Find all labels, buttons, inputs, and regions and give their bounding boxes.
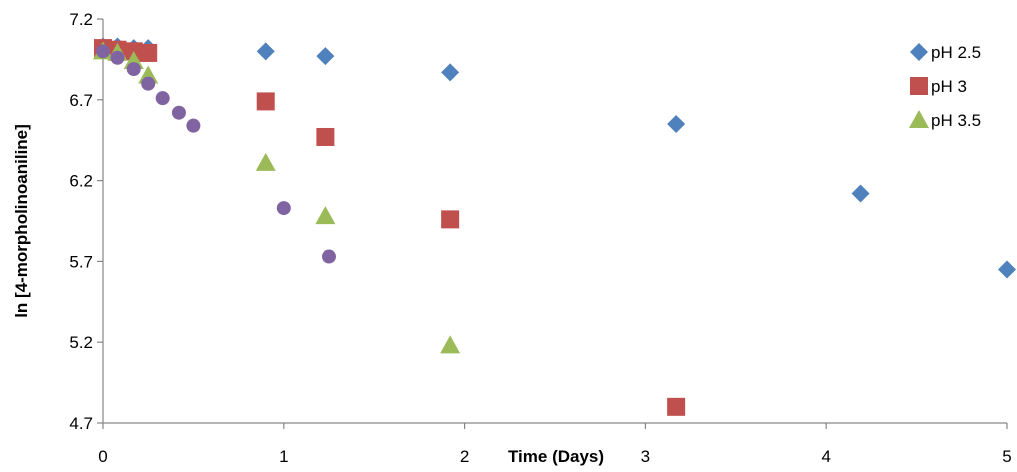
data-point-circle [155, 91, 170, 106]
y-tick-label: 5.7 [69, 252, 93, 271]
data-point-triangle [440, 335, 461, 354]
series-2 [94, 39, 686, 416]
data-point-square [256, 92, 275, 111]
legend-item: pH 2.5 [910, 43, 981, 62]
legend-label: pH 2.5 [931, 43, 981, 62]
y-tick-label: 4.7 [69, 414, 93, 433]
x-tick-label: 5 [1002, 447, 1011, 466]
y-tick-label: 5.2 [69, 333, 93, 352]
data-point-square [139, 43, 158, 62]
data-point-circle [276, 201, 291, 216]
data-point-circle [141, 76, 156, 91]
data-point-square [316, 127, 335, 146]
legend-square-icon [910, 77, 928, 95]
series-4 [96, 44, 336, 264]
y-axis-title: ln [4-morpholinoaniline] [12, 124, 31, 318]
axes [102, 19, 1007, 424]
legend: pH 2.5 pH 3 pH 3.5 [909, 43, 981, 130]
data-point-diamond [998, 260, 1016, 279]
data-point-circle [96, 44, 110, 59]
legend-label: pH 3.5 [931, 111, 981, 130]
x-tick-label: 0 [98, 447, 107, 466]
x-tick-label: 4 [821, 447, 830, 466]
y-tick-label: 6.7 [69, 91, 93, 110]
data-point-diamond [256, 42, 275, 61]
y-tick-label: 6.2 [69, 172, 93, 191]
x-tick-label: 2 [460, 447, 469, 466]
x-tick-label: 1 [279, 447, 288, 466]
data-point-circle [186, 118, 201, 133]
data-point-diamond [316, 47, 335, 66]
data-point-square [441, 210, 460, 229]
legend-triangle-icon [909, 110, 929, 128]
data-point-diamond [667, 115, 686, 134]
data-point-diamond [441, 63, 460, 82]
legend-item: pH 3 [910, 77, 967, 96]
data-point-circle [126, 62, 141, 77]
data-point-circle [322, 249, 336, 264]
data-point-circle [110, 50, 125, 65]
y-tick-labels: 4.7 5.2 5.7 6.2 6.7 7.2 [69, 10, 103, 433]
plot-area [93, 37, 1016, 416]
legend-diamond-icon [910, 43, 928, 61]
legend-label: pH 3 [931, 77, 967, 96]
x-tick-labels: 0 1 2 3 4 5 [98, 423, 1012, 466]
data-point-circle [171, 105, 186, 120]
data-point-triangle [255, 152, 276, 171]
legend-item: pH 3.5 [909, 110, 981, 130]
data-point-triangle [315, 206, 336, 225]
y-tick-label: 7.2 [69, 10, 93, 29]
data-point-square [667, 397, 686, 416]
x-tick-label: 3 [641, 447, 650, 466]
x-axis-title: Time (Days) [508, 447, 604, 466]
data-point-diamond [851, 184, 870, 203]
series-1 [94, 37, 1016, 279]
